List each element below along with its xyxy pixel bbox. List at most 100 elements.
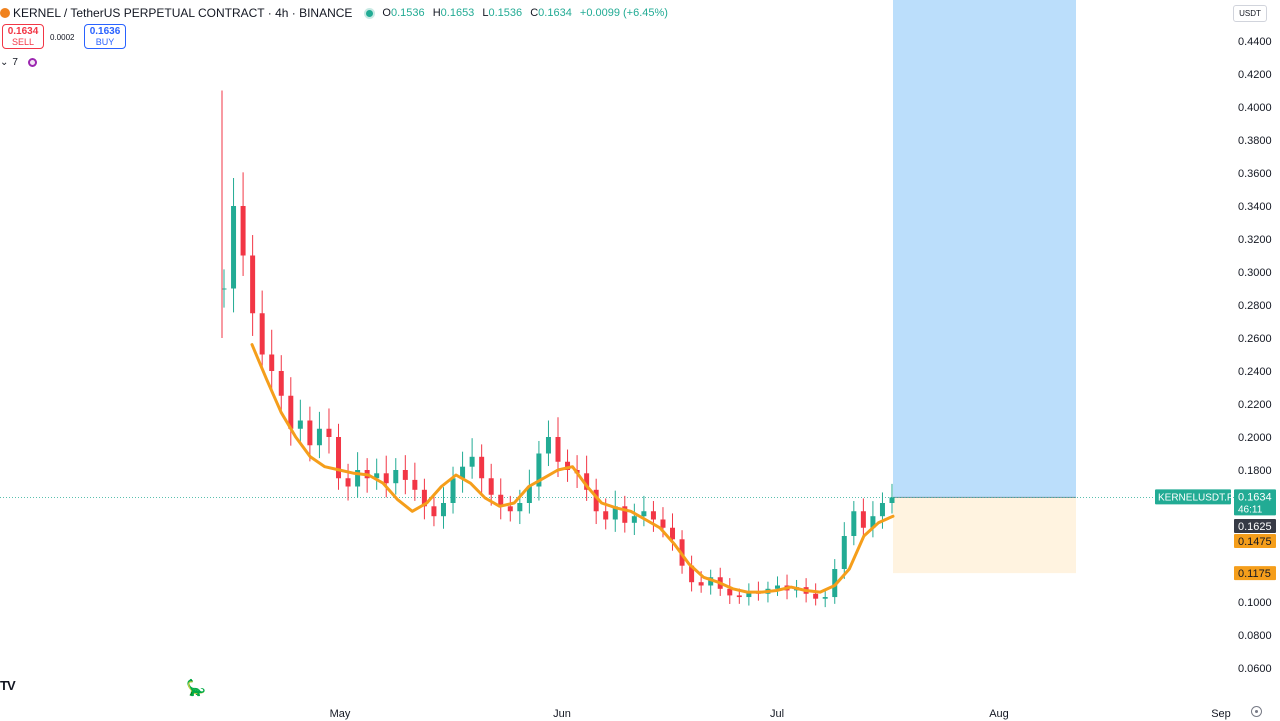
last-price-label-bg xyxy=(1234,489,1276,516)
open-value: 0.1536 xyxy=(390,7,425,19)
ohlc-values: O0.1536 H0.1653 L0.1536 C0.1634 +0.0099 … xyxy=(382,7,668,19)
kernel-logo-icon xyxy=(0,8,10,18)
sell-button[interactable]: 0.1634 SELL xyxy=(2,24,44,49)
ma-label-bg xyxy=(1234,534,1276,548)
dino-icon[interactable]: 🦕 xyxy=(186,680,206,697)
candle-body xyxy=(326,428,332,437)
candle-body xyxy=(336,437,342,479)
chevron-down-icon[interactable]: ⌄ xyxy=(0,57,9,68)
candle-body xyxy=(307,420,313,446)
candle-body xyxy=(517,503,523,512)
y-tick-label: 0.2600 xyxy=(1238,333,1272,345)
x-tick-label: Jun xyxy=(553,708,571,720)
candle-body xyxy=(278,371,284,396)
y-tick-label: 0.3000 xyxy=(1238,267,1272,279)
candle-body xyxy=(593,489,599,512)
stop-value-label: 0.1175 xyxy=(1238,568,1271,580)
candle-body xyxy=(813,593,819,599)
candle-body xyxy=(736,595,742,598)
low-value: 0.1536 xyxy=(488,7,523,19)
y-tick-label: 0.1800 xyxy=(1238,465,1272,477)
prev-close-label-bg xyxy=(1234,519,1276,533)
candle-body xyxy=(603,511,609,520)
candle-body xyxy=(822,597,828,599)
candle-body xyxy=(421,489,427,507)
y-tick-label: 0.4000 xyxy=(1238,102,1272,114)
buy-button[interactable]: 0.1636 BUY xyxy=(84,24,126,49)
change-value: +0.0099 (+6.45%) xyxy=(579,7,668,19)
candle-body xyxy=(374,473,380,479)
candle-body xyxy=(259,313,265,355)
candle-body xyxy=(431,506,437,517)
candle-body xyxy=(870,516,876,528)
close-value: 0.1634 xyxy=(538,7,572,19)
gear-icon[interactable] xyxy=(1251,706,1262,717)
candle-body xyxy=(889,497,895,503)
prev-close-label: 0.1625 xyxy=(1238,521,1272,533)
y-tick-label: 0.4200 xyxy=(1238,69,1272,81)
indicators-row: ⌄ 7 xyxy=(0,57,37,68)
y-tick-label: 0.2400 xyxy=(1238,366,1272,378)
candle-body xyxy=(860,511,866,528)
sell-label: SELL xyxy=(11,37,35,47)
candle-body xyxy=(650,511,656,520)
candle-body xyxy=(879,503,885,517)
candle-body xyxy=(231,206,237,289)
stop-zone xyxy=(893,497,1076,574)
candle-body xyxy=(355,470,361,487)
symbol-title[interactable]: KERNEL / TetherUS PERPETUAL CONTRACT · 4… xyxy=(13,6,353,20)
y-tick-label: 0.4400 xyxy=(1238,36,1272,48)
candle-body xyxy=(250,255,256,314)
currency-button[interactable]: USDT xyxy=(1233,5,1267,22)
candle-body xyxy=(383,473,389,484)
candle-body xyxy=(469,456,475,467)
candle-body xyxy=(689,565,695,583)
candle-body xyxy=(288,395,294,429)
x-tick-label: Aug xyxy=(989,708,1009,720)
candle-body xyxy=(297,420,303,429)
candle-body xyxy=(841,536,847,569)
symbol-label-bg xyxy=(1155,489,1231,505)
candle-body xyxy=(269,354,275,371)
x-tick-label: May xyxy=(330,708,351,720)
candle-body xyxy=(631,516,637,523)
candle-body xyxy=(545,437,551,454)
candle-body xyxy=(832,569,838,598)
candle-body xyxy=(393,470,399,484)
buy-label: BUY xyxy=(95,37,115,47)
y-tick-label: 0.3800 xyxy=(1238,135,1272,147)
bar-countdown-label: 46:11 xyxy=(1238,504,1263,515)
candle-body xyxy=(402,470,408,480)
candle-body xyxy=(660,519,666,528)
candle-body xyxy=(526,486,532,503)
tradingview-logo[interactable]: TV xyxy=(0,678,16,693)
moving-average-line xyxy=(250,343,895,594)
x-tick-label: Sep xyxy=(1211,708,1231,720)
candle-body xyxy=(221,288,227,290)
y-tick-label: 0.0800 xyxy=(1238,630,1272,642)
sell-price: 0.1634 xyxy=(7,26,39,37)
candle-body xyxy=(498,494,504,507)
spread-value: 0.0002 xyxy=(50,33,75,42)
market-open-dot-icon xyxy=(366,9,374,17)
candle-body xyxy=(440,503,446,517)
candle-body xyxy=(507,506,513,512)
candle-body xyxy=(565,461,571,470)
candle-body xyxy=(698,582,704,586)
candle-body xyxy=(584,473,590,490)
last-price-label: 0.1634 xyxy=(1238,491,1272,503)
y-tick-label: 0.0600 xyxy=(1238,663,1272,675)
candle-body xyxy=(774,585,780,589)
candle-body xyxy=(612,506,618,520)
candle-body xyxy=(851,511,857,536)
sync-icon[interactable] xyxy=(27,58,37,67)
candle-body xyxy=(412,479,418,490)
y-tick-label: 0.2000 xyxy=(1238,432,1272,444)
buy-price: 0.1636 xyxy=(89,26,121,37)
y-tick-label: 0.3200 xyxy=(1238,234,1272,246)
high-value: 0.1653 xyxy=(440,7,475,19)
indicator-count[interactable]: 7 xyxy=(12,57,18,68)
y-tick-label: 0.2800 xyxy=(1238,300,1272,312)
candle-body xyxy=(622,506,628,523)
